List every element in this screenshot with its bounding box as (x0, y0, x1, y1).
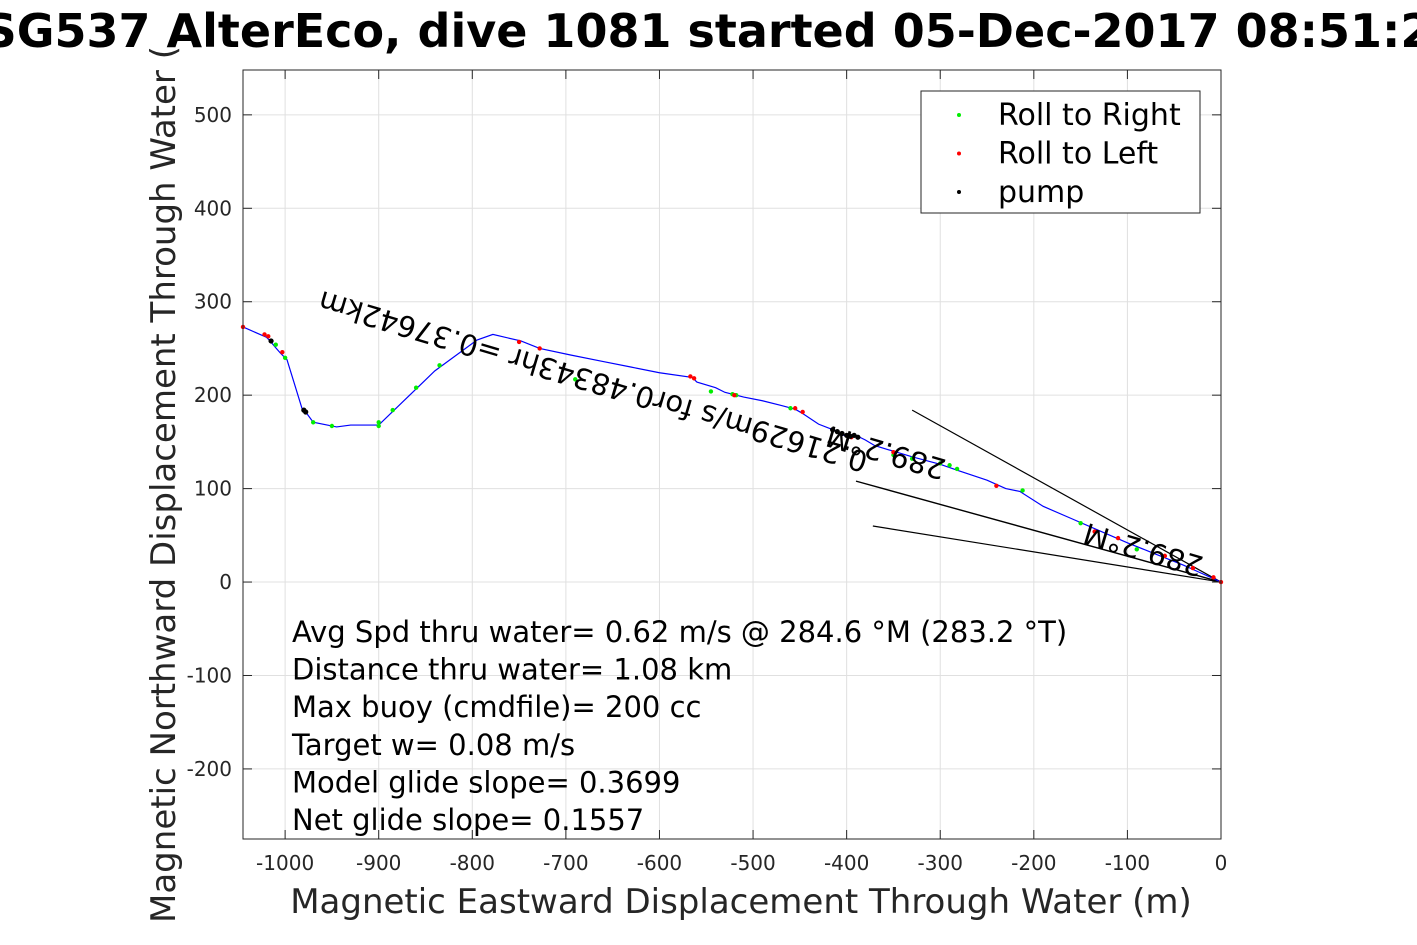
roll-to-left-point (1211, 575, 1216, 580)
y-tick-label: -200 (187, 757, 232, 781)
pump-point (834, 429, 840, 435)
stats-line: Model glide slope= 0.3699 (292, 765, 680, 799)
roll-to-right-point (376, 423, 381, 429)
x-tick-label: -800 (450, 851, 495, 875)
x-tick-label: -200 (1011, 851, 1056, 875)
roll-to-right-point (329, 423, 335, 429)
y-tick-label: 0 (219, 570, 232, 594)
roll-to-right-point (376, 420, 381, 425)
stats-line: Net glide slope= 0.1557 (292, 803, 644, 837)
roll-to-left-point (732, 392, 737, 398)
roll-to-right-point (954, 466, 960, 472)
roll-to-left-point (688, 374, 693, 379)
y-tick-label: 400 (194, 196, 232, 220)
bracket-upper-line (911, 409, 1222, 583)
roll-to-right-point (1134, 547, 1139, 552)
pump-point (839, 430, 845, 437)
roll-to-left-point (537, 346, 542, 351)
roll-to-right-point (909, 456, 915, 461)
x-tick-label: 0 (1215, 851, 1228, 875)
roll-to-left-point (1092, 529, 1097, 534)
roll-to-right-point (788, 406, 793, 411)
chart-title: SG537 AlterEco, dive 1081 started 05-Dec… (0, 4, 1417, 58)
x-axis-label: Magnetic Eastward Displacement Through W… (290, 882, 1192, 922)
roll-to-left-point (800, 409, 805, 415)
roll-to-left-point (1162, 553, 1168, 559)
roll-to-right-point (1078, 520, 1083, 526)
roll-to-right-point (437, 363, 442, 368)
roll-to-right-point (390, 407, 395, 413)
stats-line: Avg Spd thru water= 0.62 m/s @ 284.6 °M … (292, 615, 1067, 649)
reference-lines (855, 409, 1222, 583)
roll-to-right-point (282, 355, 288, 360)
roll-to-right-point (573, 377, 578, 382)
roll-to-left-point (280, 349, 285, 355)
x-tick-label: -100 (1105, 851, 1150, 875)
y-axis-label: Magnetic Northward Displacement Through … (144, 46, 184, 923)
stats-line: Target w= 0.08 m/s (291, 728, 575, 762)
x-tick-label: -500 (730, 851, 775, 875)
roll-to-left-point (266, 334, 271, 339)
roll-to-left-point (1190, 565, 1196, 571)
roll-to-left-point (516, 339, 522, 345)
legend-label-roll-to-left: Roll to Left (998, 137, 1158, 172)
legend-box (920, 90, 1201, 214)
roll-to-right-point (310, 420, 316, 425)
legend-label-pump: pump (998, 175, 1084, 210)
pump-point (855, 434, 861, 440)
roll-to-left-point (262, 332, 267, 337)
roll-to-right-point (938, 461, 943, 466)
x-tick-label: -600 (637, 851, 682, 875)
marker-layer (240, 324, 1224, 585)
net-track-line (855, 480, 1222, 583)
roll-to-left-point (691, 376, 697, 381)
roll-to-right-point (273, 342, 278, 347)
x-tick-label: -700 (543, 851, 588, 875)
axes-frame (242, 69, 1222, 840)
legend-marker-roll-to-left (957, 151, 961, 156)
x-tick-label: -1000 (256, 851, 314, 875)
x-tick-label: -900 (356, 851, 401, 875)
tick-layer: -1000 -900 -800 -700 -600 -500 -400 -300 -200 -10… (187, 70, 1228, 875)
legend-marker-pump (957, 190, 961, 194)
x-tick-label: -300 (918, 851, 963, 875)
pump-point (303, 409, 309, 415)
x-tick-label: -400 (824, 851, 869, 875)
roll-to-left-point (994, 483, 999, 489)
y-tick-label: 500 (194, 103, 232, 127)
roll-to-left-point (891, 449, 896, 455)
pump-point (830, 427, 836, 433)
stats-line: Max buoy (cmdfile)= 200 cc (292, 690, 701, 724)
stats-line: Distance thru water= 1.08 km (292, 653, 732, 687)
legend-marker-roll-to-right (957, 113, 961, 117)
roll-to-left-point (792, 406, 798, 411)
roll-to-right-point (947, 463, 952, 468)
grid-lines (243, 70, 1222, 839)
y-tick-label: -100 (187, 663, 232, 687)
bracket-lower-line (872, 525, 1222, 583)
y-tick-label: 200 (194, 383, 232, 407)
stats-annotation: Avg Spd thru water= 0.62 m/s @ 284.6 °M … (291, 615, 1067, 837)
pump-point (268, 338, 274, 344)
y-tick-label: 100 (194, 477, 232, 501)
roll-to-right-point (413, 385, 419, 390)
roll-to-right-point (1020, 488, 1025, 493)
roll-to-right-point (708, 389, 714, 394)
roll-to-left-point (1115, 535, 1121, 541)
y-tick-label: 300 (194, 290, 232, 314)
legend-label-roll-to-right: Roll to Right (998, 98, 1181, 133)
